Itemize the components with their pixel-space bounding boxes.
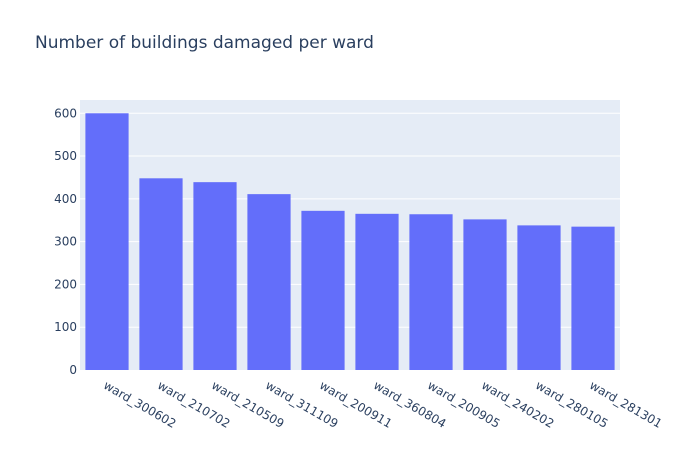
y-tick-label: 600 xyxy=(54,106,77,120)
bar xyxy=(571,226,615,370)
y-axis-ticks: 0 100 200 300 400 500 600 xyxy=(54,106,77,377)
y-tick-label: 500 xyxy=(54,149,77,163)
bar xyxy=(409,214,453,370)
bar xyxy=(85,113,129,371)
bars xyxy=(85,113,615,371)
bar xyxy=(355,213,399,370)
bar xyxy=(517,225,561,370)
y-tick-label: 0 xyxy=(69,363,77,377)
y-tick-label: 300 xyxy=(54,235,77,249)
bar xyxy=(301,210,345,370)
bar xyxy=(139,178,183,370)
y-tick-label: 200 xyxy=(54,277,77,291)
bar xyxy=(193,182,237,370)
y-tick-label: 400 xyxy=(54,192,77,206)
x-axis-ticks: ward_300602ward_210702ward_210509ward_31… xyxy=(101,378,664,431)
bar xyxy=(463,219,507,370)
y-tick-label: 100 xyxy=(54,320,77,334)
bar xyxy=(247,194,291,370)
chart-title: Number of buildings damaged per ward xyxy=(35,33,374,53)
